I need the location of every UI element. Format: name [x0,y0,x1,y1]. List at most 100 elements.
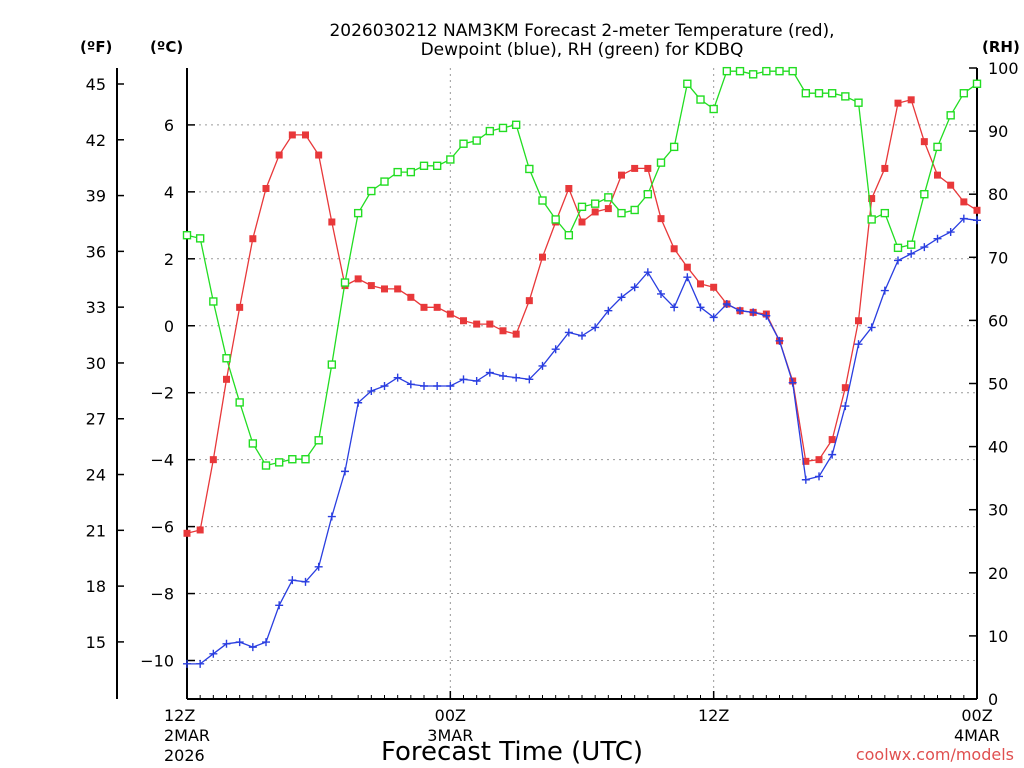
dewpoint-point [762,311,771,320]
dewpoint-point [867,323,876,332]
2-meter-temperature-point [828,436,836,444]
dewpoint-point [604,306,613,315]
2-meter-temperature-point [394,285,402,293]
rh-tick-label: 90 [988,122,1008,141]
celsius-tick-label: −8 [150,585,174,604]
2-meter-temperature-point [539,253,546,261]
dewpoint-point [946,228,955,237]
dewpoint-point [420,382,428,391]
dewpoint-point [736,306,744,315]
fahrenheit-tick-label: 36 [86,242,106,261]
grid [187,68,978,699]
x-tick-label-date: 2MAR [164,726,210,745]
rh-point [446,155,455,164]
dewpoint-point [933,234,942,243]
rh-point [314,436,323,445]
celsius-tick-label: 4 [164,183,174,202]
dewpoint-point [275,601,284,610]
rh-point [274,458,284,467]
rh-point [182,231,192,240]
dewpoint-point [485,368,494,377]
dewpoint-point [222,639,231,648]
rh-point [762,66,771,76]
celsius-tick-label: −4 [150,451,174,470]
2-meter-temperature-point [486,320,494,328]
fahrenheit-tick-label: 15 [86,633,106,652]
rh-point [472,136,481,145]
dewpoint-point [709,313,718,322]
2-meter-temperature-point [604,205,612,213]
dewpoint-point [880,286,889,295]
2-meter-temperature-point [644,164,652,172]
2-meter-temperature-point [631,164,639,172]
dewpoint-point [801,475,810,484]
dewpoint-point [314,562,323,571]
dewpoint-point [301,577,310,586]
rh-point [432,161,442,171]
dewpoint-point [788,378,797,387]
2-meter-temperature-point [209,456,217,464]
dewpoint-line [187,217,978,665]
series [182,66,982,668]
rh-point [525,164,534,174]
2-meter-temperature-point [960,198,968,206]
dewpoint-point [657,289,665,298]
celsius-tick-label: 2 [164,250,174,269]
dewpoint-point [393,373,402,382]
rh-point [222,354,231,363]
rh-point [906,240,916,249]
2-meter-temperature-point [446,310,454,318]
rh-point [301,455,310,464]
dewpoint-point [341,467,349,476]
2-meter-temperature-point [354,275,362,283]
2-meter-temperature-point [420,303,428,311]
x-tick-label: 12Z [698,706,729,725]
rh-tick-label: 0 [988,690,998,709]
rh-point [195,234,205,243]
rh-point [880,208,890,218]
dewpoint-point [248,643,257,652]
rh-point [617,208,626,218]
dewpoint-point [815,472,823,481]
rh-point [209,297,218,306]
dewpoint-point [327,512,336,521]
2-meter-temperature-point [868,195,876,203]
dewpoint-point [406,380,415,389]
rh-point [933,142,942,152]
2-meter-temperature-point [433,303,441,311]
2-meter-temperature-point [565,185,573,193]
rh-point [511,120,521,129]
2-meter-temperature-point [710,283,718,291]
rh-point [801,89,811,98]
rh-point [604,193,613,202]
rh-point [946,111,955,120]
dewpoint-point [525,375,534,384]
2-meter-temperature-line [186,99,978,534]
rh-axis-title: (RH) [982,38,1020,56]
dewpoint-point [696,303,705,312]
dewpoint-point [722,299,731,308]
dewpoint-point [907,249,916,258]
dewpoint-point [828,450,837,459]
2-meter-temperature-point [236,303,244,311]
2-meter-temperature-point [934,171,941,179]
celsius-tick-label: −2 [150,384,174,403]
rh-point [340,278,350,287]
2-meter-temperature-point [657,215,665,223]
rh-point [669,142,679,152]
2-meter-temperature-point [802,457,810,465]
2-meter-temperature-point [525,297,533,305]
2-meter-temperature-point [855,317,862,325]
2-meter-temperature-point [683,263,691,271]
2-meter-temperature-point [499,327,507,335]
rh-line [186,70,978,467]
2-meter-temperature-point [618,171,625,179]
dewpoint-point [209,649,218,658]
dewpoint-point [617,293,626,302]
dewpoint-point [775,336,784,345]
2-meter-temperature-point [841,384,849,392]
rh-point [643,189,653,199]
celsius-tick-label: −10 [140,652,174,671]
rh-point [393,167,402,177]
dewpoint-point [459,375,468,384]
